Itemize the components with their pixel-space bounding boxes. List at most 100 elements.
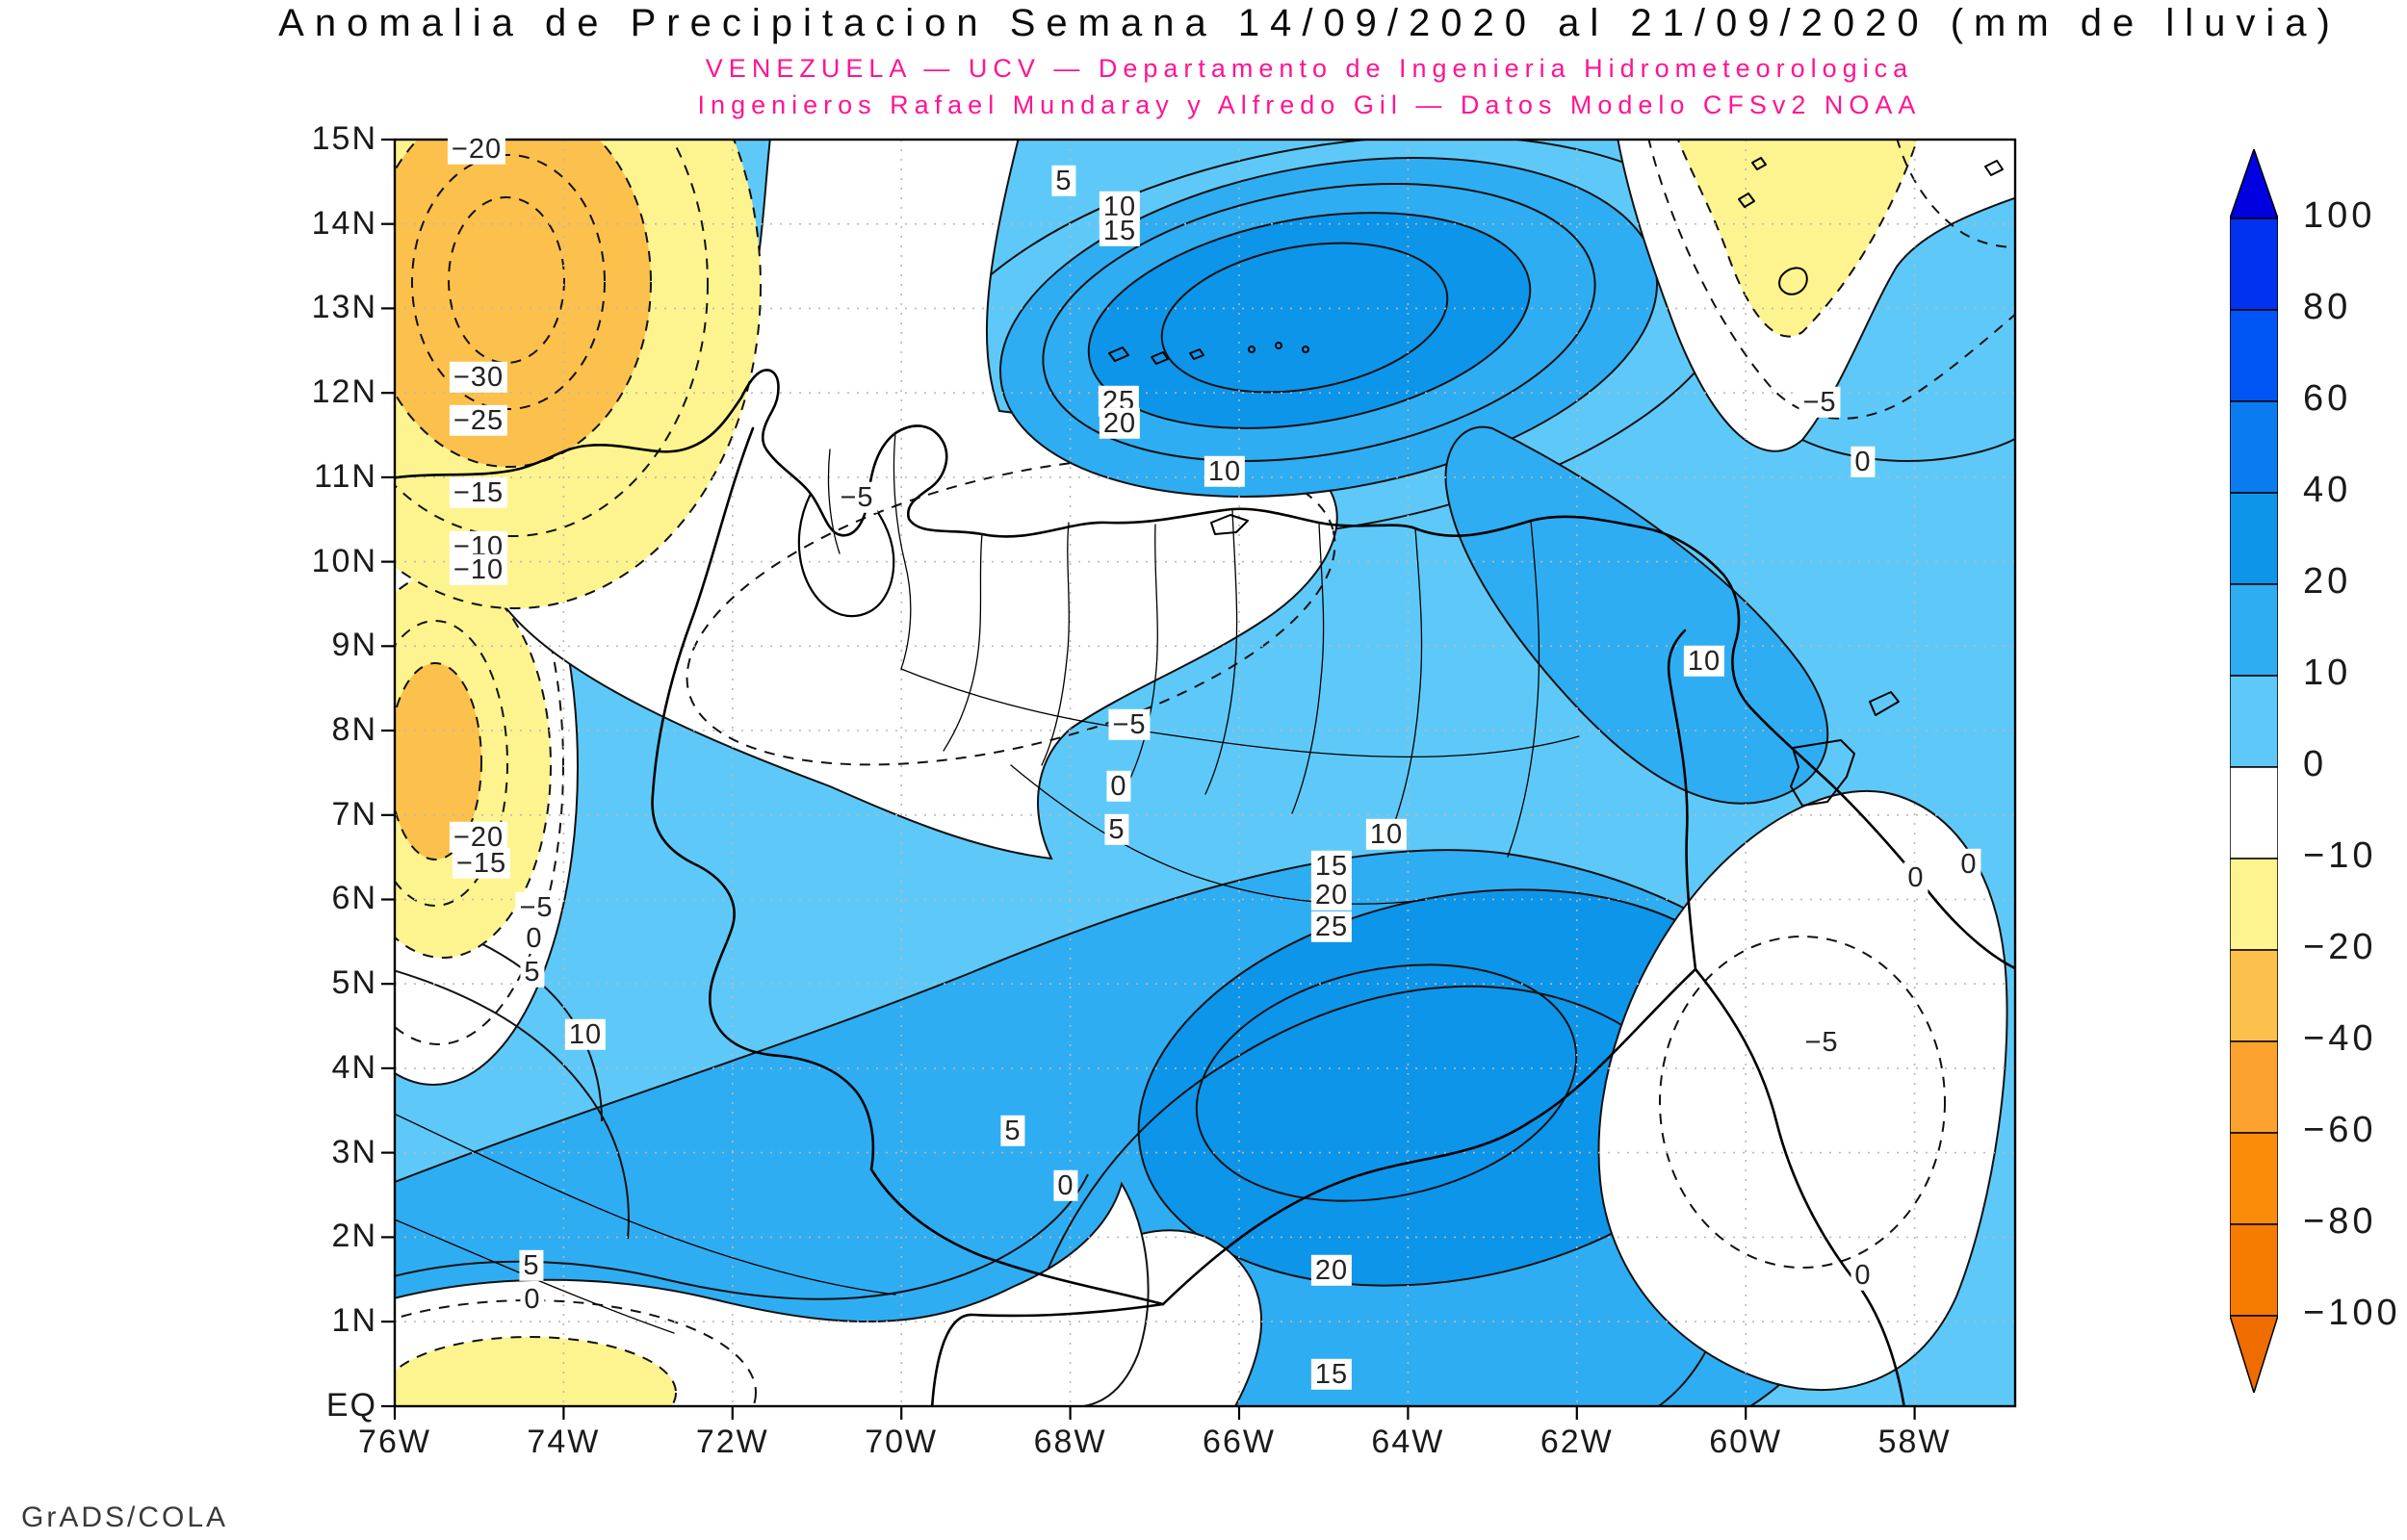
contour-label-15-−5: −5 (1108, 708, 1151, 741)
grads-watermark: GrADS/COLA (21, 1502, 229, 1533)
contour-label-16-0: 0 (1106, 770, 1131, 803)
colorbar-tick-label-−100: −100 (2303, 1293, 2401, 1333)
contour-bottomleft-5 (395, 1173, 1089, 1300)
lat-tick-label-9N: 9N (331, 627, 377, 664)
contour-label-20-20: 20 (1310, 879, 1353, 911)
contour-north-15 (1042, 182, 1596, 463)
contour-central-minus5 (686, 456, 1336, 766)
lat-tick-label-10N: 10N (311, 542, 377, 579)
contour-label-8-15: 15 (1099, 215, 1141, 247)
coastline-and-borders (395, 157, 2015, 1406)
contour-label-11-10: 10 (1204, 455, 1246, 488)
contour-label-31-5: 5 (1000, 1115, 1025, 1147)
colorbar-tick-label-100: 100 (2303, 195, 2376, 236)
lat-tick-label-12N: 12N (311, 373, 377, 411)
lon-tick-label-68W: 68W (1033, 1424, 1107, 1460)
border-colombia-brazil (930, 1302, 1165, 1406)
contour-label-5-−10: −10 (449, 553, 508, 586)
lon-tick-label-66W: 66W (1203, 1424, 1276, 1460)
contour-label-22-10: 10 (1683, 645, 1725, 678)
chart-subtitle-2: Ingenieros Rafael Mundaray y Alfredo Gil… (697, 90, 1922, 119)
contour-label-34-15: 15 (1310, 1358, 1353, 1391)
colorbar-tick-label-−80: −80 (2303, 1201, 2377, 1242)
map-frame (393, 138, 2017, 1408)
lat-tick-label-4N: 4N (331, 1048, 377, 1086)
contour-label-10-20: 20 (1099, 407, 1141, 440)
contour-label-19-15: 15 (1310, 850, 1353, 883)
graticule (395, 140, 2015, 1406)
island-bonaire (1189, 348, 1204, 360)
lon-tick-label-76W: 76W (358, 1424, 431, 1460)
colorbar-tick-label-−10: −10 (2303, 835, 2377, 876)
contour-label-25-−5: −5 (515, 891, 557, 924)
contour-nw-minus25 (411, 154, 606, 410)
contour-right-0 (1801, 437, 2015, 462)
lat-tick-label-8N: 8N (331, 711, 377, 749)
contour-label-37-0: 0 (1956, 848, 1981, 881)
lon-tick-label-72W: 72W (695, 1424, 769, 1460)
colorbar-segment-6 (2230, 766, 2278, 860)
contour-label-3-−15: −15 (449, 476, 508, 509)
contour-label-13-0: 0 (1851, 446, 1876, 478)
contour-label-35-−5: −5 (1800, 1026, 1843, 1059)
fill-northeast-10-20 (1444, 425, 1829, 805)
contour-label-33-20: 20 (1310, 1254, 1353, 1287)
colorbar-segment-5 (2230, 675, 2278, 768)
lon-tick-label-64W: 64W (1371, 1424, 1445, 1460)
colorbar-segment-4 (2230, 583, 2278, 677)
lake-maracaibo (797, 492, 895, 618)
border-venezuela-guyana (1667, 629, 1697, 971)
fill-guyana-below-0 (1597, 789, 2008, 1392)
island-grenada (1738, 192, 1755, 208)
contour-north-25 (1160, 242, 1449, 394)
contour-label-28-10: 10 (564, 1018, 607, 1051)
contour-label-2-−25: −25 (449, 404, 508, 437)
lat-tick-label-15N: 15N (311, 120, 377, 157)
map-plot-area (381, 138, 2017, 1420)
colorbar-tick-label-20: 20 (2303, 561, 2352, 602)
contour-nw-minus30 (448, 196, 565, 364)
fill-topright-yellow (1676, 140, 1919, 338)
contour-map-svg (381, 138, 2017, 1420)
border-brazil-guyana (1694, 967, 1905, 1406)
island-la-orchila (1275, 342, 1282, 349)
contour-label-18-10: 10 (1365, 818, 1408, 851)
contour-label-26-0: 0 (522, 922, 547, 955)
lat-tick-label-1N: 1N (331, 1302, 377, 1340)
colorbar-arrow-top (2230, 149, 2278, 219)
border-venezuela-brazil (1161, 967, 1697, 1306)
lon-tick-label-62W: 62W (1540, 1424, 1614, 1460)
lon-tick-label-58W: 58W (1877, 1424, 1952, 1460)
fill-nw-gold (395, 140, 652, 468)
contour-label-32-0: 0 (1053, 1169, 1078, 1202)
colorbar-tick-label-0: 0 (2303, 744, 2328, 784)
lat-tick-label-2N: 2N (331, 1218, 377, 1255)
contour-label-12-−5: −5 (1799, 386, 1841, 419)
colorbar-segment-0 (2230, 218, 2278, 311)
island-st-vincent (1751, 157, 1767, 170)
fill-north-20-40 (1087, 212, 1532, 429)
island-barbados (1778, 267, 1808, 295)
contour-label-6-5: 5 (1051, 165, 1076, 197)
lat-tick-label-13N: 13N (311, 289, 377, 326)
colorbar (2230, 149, 2278, 1393)
contour-label-29-5: 5 (519, 1249, 544, 1282)
colorbar-tick-label-80: 80 (2303, 287, 2352, 327)
island-tobago (1869, 691, 1900, 716)
island-trinidad (1790, 739, 1855, 807)
colorbar-tick-label-60: 60 (2303, 378, 2352, 419)
contour-corner-minus5 (1896, 140, 2015, 248)
colorbar-segment-7 (2230, 858, 2278, 951)
contour-label-14-−5: −5 (836, 481, 878, 514)
contour-label-30-0: 0 (520, 1283, 545, 1316)
contour-label-17-5: 5 (1104, 813, 1129, 846)
colorbar-segment-10 (2230, 1132, 2278, 1225)
island-la-tortuga (1302, 346, 1309, 353)
contour-label-27-5: 5 (520, 956, 545, 988)
coastline (395, 369, 2015, 970)
contour-topright-minus5 (1647, 140, 2015, 420)
colorbar-segment-11 (2230, 1223, 2278, 1317)
contour-leftmid-minus15 (395, 620, 508, 907)
colorbar-segment-9 (2230, 1040, 2278, 1134)
